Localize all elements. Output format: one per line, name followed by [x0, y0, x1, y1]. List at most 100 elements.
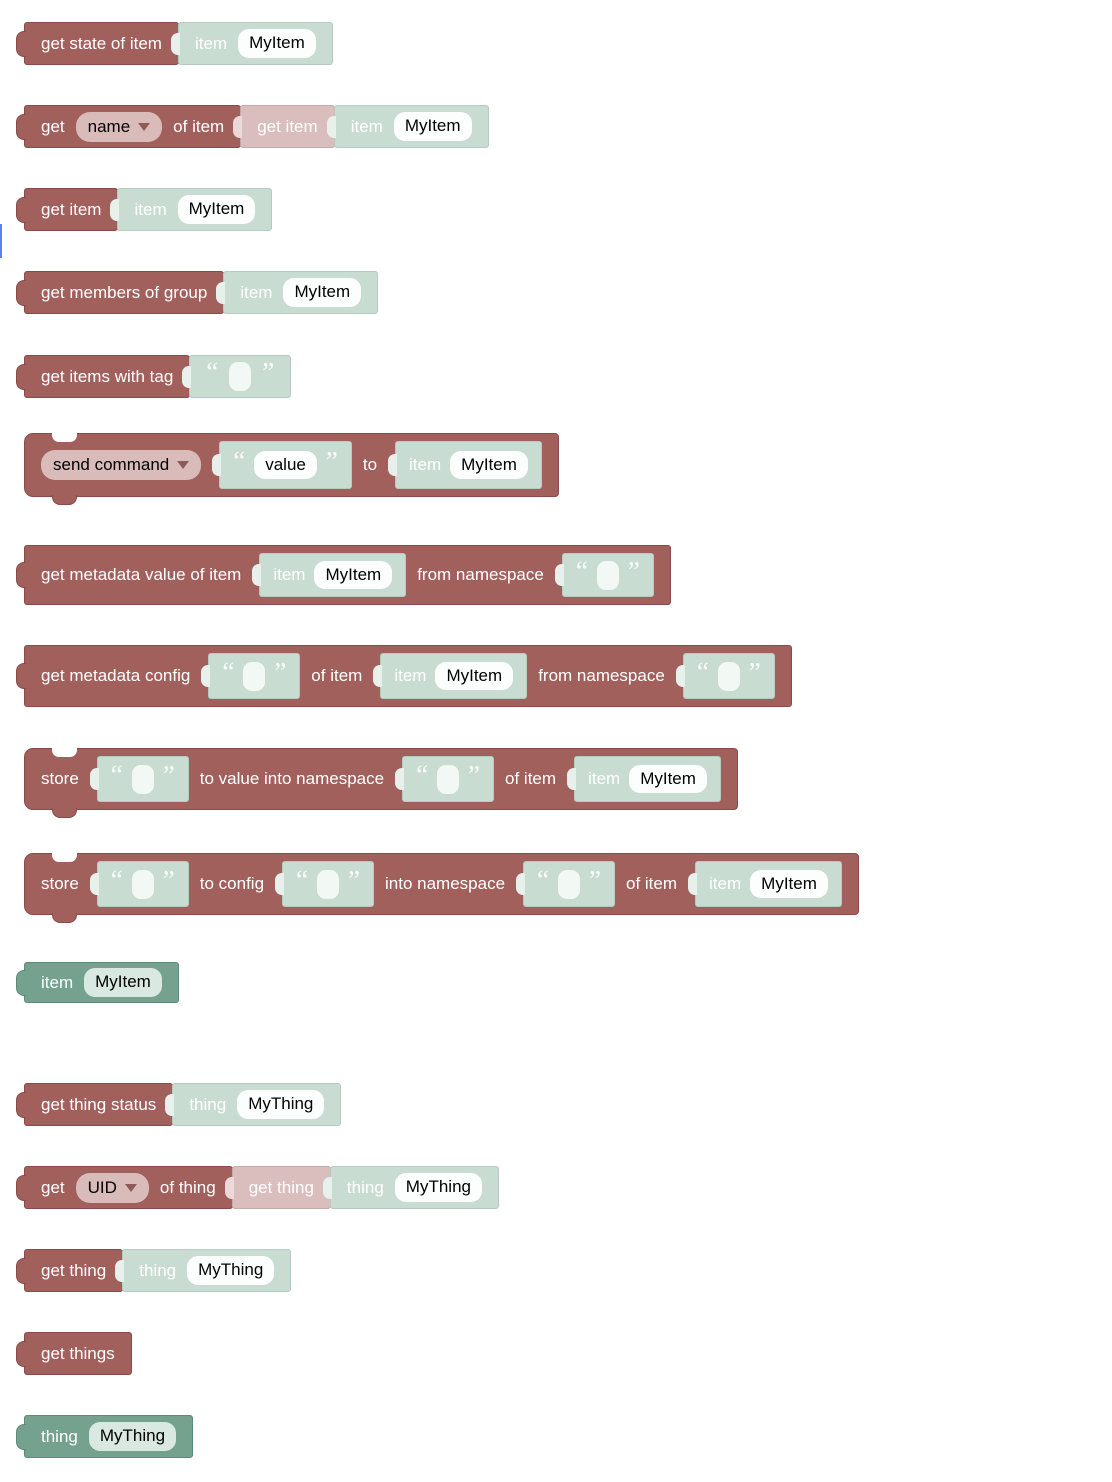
text-field[interactable]: value — [254, 450, 317, 480]
empty-text-field[interactable] — [317, 869, 340, 899]
item-shadow-block[interactable]: item MyItem — [326, 105, 489, 148]
string-shadow-block[interactable]: “” — [182, 355, 292, 398]
string-shadow-block[interactable]: “ value ” — [212, 441, 352, 489]
item-shadow-block[interactable]: item MyItem — [170, 22, 333, 65]
empty-text-field[interactable] — [596, 560, 619, 590]
field-dropdown[interactable]: UID — [75, 1172, 149, 1203]
field-dropdown[interactable]: send command — [41, 450, 202, 480]
block-label: get things — [41, 1343, 115, 1363]
text-field[interactable]: MyItem — [84, 968, 162, 997]
top-notch-connector — [52, 748, 77, 757]
close-quote-icon: ” — [274, 656, 287, 687]
block-store-metadata-config[interactable]: store “” to config “” into namespace “” of ite… — [24, 853, 859, 923]
item-shadow-block[interactable]: item MyItem — [388, 441, 542, 489]
text-field[interactable]: MyItem — [450, 450, 528, 480]
block-label: item — [194, 33, 228, 53]
output-tab-connector — [16, 279, 26, 306]
block-label: item — [41, 972, 74, 992]
get-attr-of-thing-block[interactable]: get UID of thing — [16, 1166, 233, 1209]
text-field[interactable]: MyItem — [238, 29, 316, 58]
block-label: into namespace — [385, 874, 506, 893]
get-members-of-group-block[interactable]: get members of group — [16, 271, 225, 314]
store-value-block[interactable]: store “” to value into namespace “” of item i… — [24, 748, 738, 818]
chevron-down-icon — [138, 122, 151, 131]
item-shadow-block[interactable]: item MyItem — [373, 653, 528, 699]
string-shadow-block[interactable]: “” — [275, 861, 374, 907]
close-quote-icon: ” — [325, 445, 338, 476]
get-metadata-config-block[interactable]: get metadata config “” of item item MyItem fr… — [16, 645, 792, 707]
connector-plug — [110, 198, 120, 221]
get-state-of-item-block[interactable]: get state of item — [16, 22, 179, 65]
empty-text-field[interactable] — [717, 661, 740, 691]
get-item-shadow-block[interactable]: get item — [233, 105, 335, 148]
block-get-metadata-value[interactable]: get metadata value of item item MyItem from… — [16, 545, 671, 605]
item-shadow-block[interactable]: item MyItem — [688, 861, 842, 907]
block-get-thing-status[interactable]: get thing status thing MyThing — [16, 1083, 342, 1126]
connector-plug — [182, 365, 192, 388]
block-get-thing[interactable]: get thing thing MyThing — [16, 1249, 292, 1292]
block-get-things[interactable]: get things — [16, 1332, 132, 1375]
block-label: get — [41, 1177, 65, 1197]
block-send-command[interactable]: send command “ value ” to item MyItem — [24, 433, 559, 505]
item-shadow-block[interactable]: item MyItem — [216, 271, 379, 314]
get-things-block[interactable]: get things — [16, 1332, 132, 1375]
item-shadow-block[interactable]: item MyItem — [110, 188, 273, 231]
item-variable-block[interactable]: item MyItem — [16, 962, 179, 1003]
get-thing-status-block[interactable]: get thing status — [16, 1083, 174, 1126]
thing-shadow-block[interactable]: thing MyThing — [322, 1166, 499, 1209]
send-command-block[interactable]: send command “ value ” to item MyItem — [24, 433, 559, 505]
get-items-with-tag-block[interactable]: get items with tag — [16, 355, 191, 398]
text-field[interactable]: MyItem — [283, 278, 362, 307]
text-field[interactable]: MyItem — [393, 112, 472, 141]
block-get-attribute-of-thing[interactable]: get UID of thing get thing thing MyThing — [16, 1166, 499, 1209]
string-shadow-block[interactable]: “” — [89, 756, 189, 802]
block-item-variable[interactable]: item MyItem — [16, 962, 179, 1003]
text-field[interactable]: MyItem — [629, 764, 707, 794]
text-field[interactable]: MyThing — [187, 1256, 275, 1285]
store-config-block[interactable]: store “” to config “” into namespace “” of ite… — [24, 853, 859, 923]
empty-text-field[interactable] — [243, 661, 266, 691]
thing-shadow-block[interactable]: thing MyThing — [115, 1249, 292, 1292]
string-shadow-block[interactable]: “” — [201, 653, 301, 699]
string-shadow-block[interactable]: “” — [516, 861, 615, 907]
block-label: get item — [257, 116, 318, 136]
empty-text-field[interactable] — [229, 362, 252, 391]
text-field[interactable]: MyThing — [88, 1422, 177, 1451]
string-shadow-block[interactable]: “” — [395, 756, 495, 802]
string-shadow-block[interactable]: “” — [675, 653, 775, 699]
get-thing-block[interactable]: get thing — [16, 1249, 124, 1292]
text-field[interactable]: MyThing — [237, 1090, 325, 1119]
thing-shadow-block[interactable]: thing MyThing — [165, 1083, 342, 1126]
close-quote-icon: ” — [748, 656, 761, 687]
item-shadow-block[interactable]: item MyItem — [252, 553, 407, 597]
block-get-attribute-of-item[interactable]: get name of item get item item MyItem — [16, 105, 489, 148]
get-thing-shadow-block[interactable]: get thing — [224, 1166, 331, 1209]
block-get-metadata-config[interactable]: get metadata config “” of item item MyItem fr… — [16, 645, 792, 707]
close-quote-icon: ” — [162, 759, 175, 790]
block-get-members-of-group[interactable]: get members of group item MyItem — [16, 271, 379, 314]
field-dropdown[interactable]: name — [75, 111, 163, 142]
block-store-metadata-value[interactable]: store “” to value into namespace “” of item i… — [24, 748, 738, 818]
block-thing-variable[interactable]: thing MyThing — [16, 1415, 194, 1458]
block-get-state-of-item[interactable]: get state of item item MyItem — [16, 22, 333, 65]
empty-text-field[interactable] — [558, 869, 581, 899]
connector-plug — [201, 665, 211, 687]
get-item-block[interactable]: get item — [16, 188, 119, 231]
block-get-item[interactable]: get item item MyItem — [16, 188, 273, 231]
empty-text-field[interactable] — [131, 869, 154, 899]
get-attr-of-item-block[interactable]: get name of item — [16, 105, 242, 148]
text-field[interactable]: MyItem — [435, 661, 514, 691]
item-shadow-block[interactable]: item MyItem — [567, 756, 721, 802]
empty-text-field[interactable] — [437, 764, 460, 794]
text-field[interactable]: MyThing — [394, 1173, 482, 1202]
block-get-items-with-tag[interactable]: get items with tag “” — [16, 355, 292, 398]
thing-variable-block[interactable]: thing MyThing — [16, 1415, 194, 1458]
string-shadow-block[interactable]: “” — [89, 861, 189, 907]
text-field[interactable]: MyItem — [314, 560, 393, 590]
text-field[interactable]: MyItem — [177, 195, 256, 224]
text-field[interactable]: MyItem — [750, 869, 828, 899]
string-shadow-block[interactable]: “” — [554, 553, 654, 597]
empty-text-field[interactable] — [131, 764, 154, 794]
get-metadata-value-block[interactable]: get metadata value of item item MyItem from… — [16, 545, 671, 605]
connector-plug — [395, 768, 405, 790]
